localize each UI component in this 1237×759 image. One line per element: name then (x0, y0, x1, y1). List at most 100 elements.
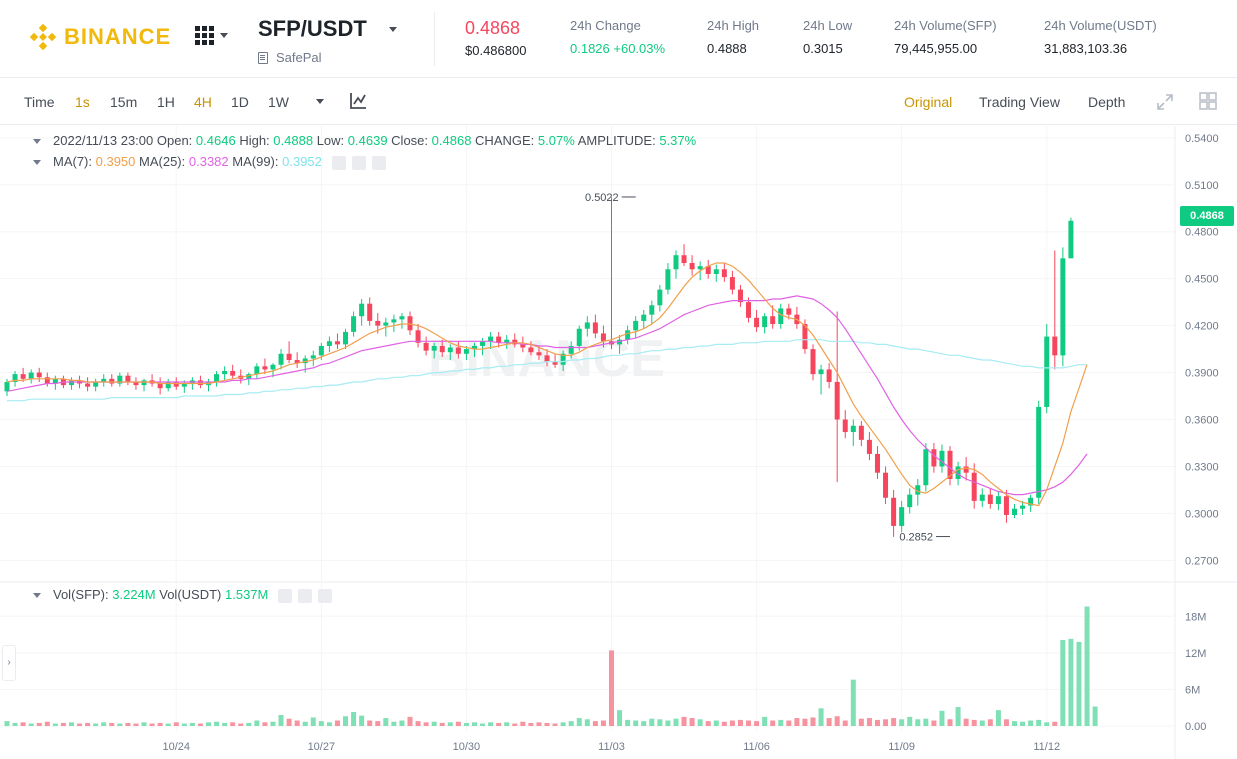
candle-body (899, 507, 905, 526)
volume-bar (222, 722, 228, 726)
candle-body (68, 380, 74, 386)
view-depth-tab[interactable]: Depth (1088, 94, 1126, 110)
candle-body (584, 322, 590, 329)
layout-grid-icon[interactable] (1199, 92, 1217, 110)
binance-logo[interactable]: BINANCE (28, 22, 171, 52)
volume-bar (891, 718, 897, 726)
candle-body (125, 375, 131, 382)
remove-ma-icon[interactable] (371, 155, 386, 170)
volume-bar (592, 721, 598, 726)
volume-bar (28, 723, 34, 726)
volume-bar (1044, 722, 1050, 726)
collapse-legend-icon[interactable] (33, 139, 41, 145)
hide-ma-icon[interactable] (331, 155, 346, 170)
candle-body (383, 322, 389, 326)
amplitude-value: 5.37% (659, 133, 697, 148)
interval-1w[interactable]: 1W (268, 94, 289, 110)
volume-bar (310, 717, 316, 726)
ma-settings-icon[interactable] (351, 155, 366, 170)
view-tradingview-tab[interactable]: Trading View (979, 94, 1060, 110)
volume-bar (1084, 606, 1090, 726)
pair-project-name[interactable]: SafePal (276, 50, 322, 65)
volume-bar (399, 720, 405, 726)
candle-body (367, 303, 373, 321)
candle-body (44, 377, 50, 384)
price-tick-label: 0.3900 (1185, 368, 1219, 380)
price-tick-label: 0.4200 (1185, 321, 1219, 333)
collapse-ma-legend-icon[interactable] (33, 160, 41, 166)
pair-selector[interactable]: SFP/USDT SafePal (258, 16, 397, 65)
candle-body (173, 381, 179, 387)
volume-bar (560, 722, 566, 726)
amplitude-label: AMPLITUDE: (577, 133, 656, 148)
ma99-value: 0.3952 (282, 154, 322, 169)
volume-bar (496, 722, 502, 726)
ma25-line (6, 295, 1088, 496)
candle-body (617, 339, 623, 345)
volume-bar (794, 718, 800, 726)
candle-body (1003, 496, 1009, 515)
candle-body (568, 345, 574, 354)
volume-bar (528, 722, 534, 726)
candle-body (729, 277, 735, 290)
hide-volume-icon[interactable] (278, 588, 292, 603)
pair-dropdown-icon[interactable] (388, 26, 397, 32)
volume-bar (471, 722, 477, 726)
volume-bar (955, 707, 961, 726)
volume-bar (246, 722, 252, 726)
candle-body (109, 378, 115, 384)
expand-panel-button[interactable]: › (2, 645, 16, 681)
volume-bar (979, 720, 985, 726)
interval-1h[interactable]: 1H (157, 94, 175, 110)
candle-body (310, 355, 316, 359)
volume-bar (697, 719, 703, 726)
candle-body (600, 333, 606, 342)
volume-bar (20, 722, 26, 726)
fullscreen-icon[interactable] (1156, 93, 1174, 111)
interval-1d[interactable]: 1D (231, 94, 249, 110)
candle-body (230, 370, 236, 376)
stat-label: 24h Volume(SFP) (894, 18, 997, 33)
candle-body (705, 266, 711, 274)
interval-4h[interactable]: 4H (194, 94, 212, 110)
volume-bar (197, 723, 203, 726)
indicators-icon[interactable] (349, 92, 367, 110)
volume-bar (423, 722, 429, 726)
ma-legend: MA(7): 0.3950 MA(25): 0.3382 MA(99): 0.3… (33, 154, 386, 170)
more-intervals-dropdown-icon[interactable] (316, 99, 324, 104)
collapse-volume-legend-icon[interactable] (33, 593, 41, 599)
volume-bar (609, 650, 614, 726)
volume-bar (512, 723, 518, 726)
volume-bar (705, 721, 711, 726)
candle-body (947, 450, 953, 479)
interval-15m[interactable]: 15m (110, 94, 138, 110)
candlestick-chart[interactable]: BINANCE 0.54000.51000.48000.45000.42000.… (0, 126, 1237, 759)
volume-bar (431, 721, 437, 726)
remove-volume-icon[interactable] (318, 588, 332, 603)
volume-bar (770, 720, 776, 726)
volume-tick-label: 0.00 (1185, 721, 1206, 733)
candle-body (326, 341, 332, 346)
vol-usdt-value: 1.537M (225, 587, 269, 602)
volume-bar (480, 723, 486, 726)
volume-bar (834, 716, 840, 726)
candle-body (713, 269, 719, 274)
volume-bar (641, 721, 647, 726)
candle-body (85, 383, 91, 387)
volume-bar (407, 716, 413, 726)
stat-label: 24h Low (803, 18, 853, 33)
volume-bar (68, 722, 74, 726)
view-original-tab[interactable]: Original (904, 94, 953, 110)
volume-bar (786, 720, 792, 726)
volume-bar (576, 718, 582, 726)
candle-body (181, 383, 187, 387)
project-info-icon[interactable] (258, 51, 268, 64)
apps-menu-button[interactable] (195, 26, 228, 45)
candle-body (270, 364, 276, 370)
volume-settings-icon[interactable] (298, 588, 312, 603)
volume-tick-label: 6M (1185, 684, 1200, 696)
volume-tick-label: 18M (1185, 611, 1206, 623)
candle-body (246, 374, 252, 379)
time-button[interactable]: Time (24, 94, 55, 110)
interval-1s[interactable]: 1s (75, 94, 90, 110)
